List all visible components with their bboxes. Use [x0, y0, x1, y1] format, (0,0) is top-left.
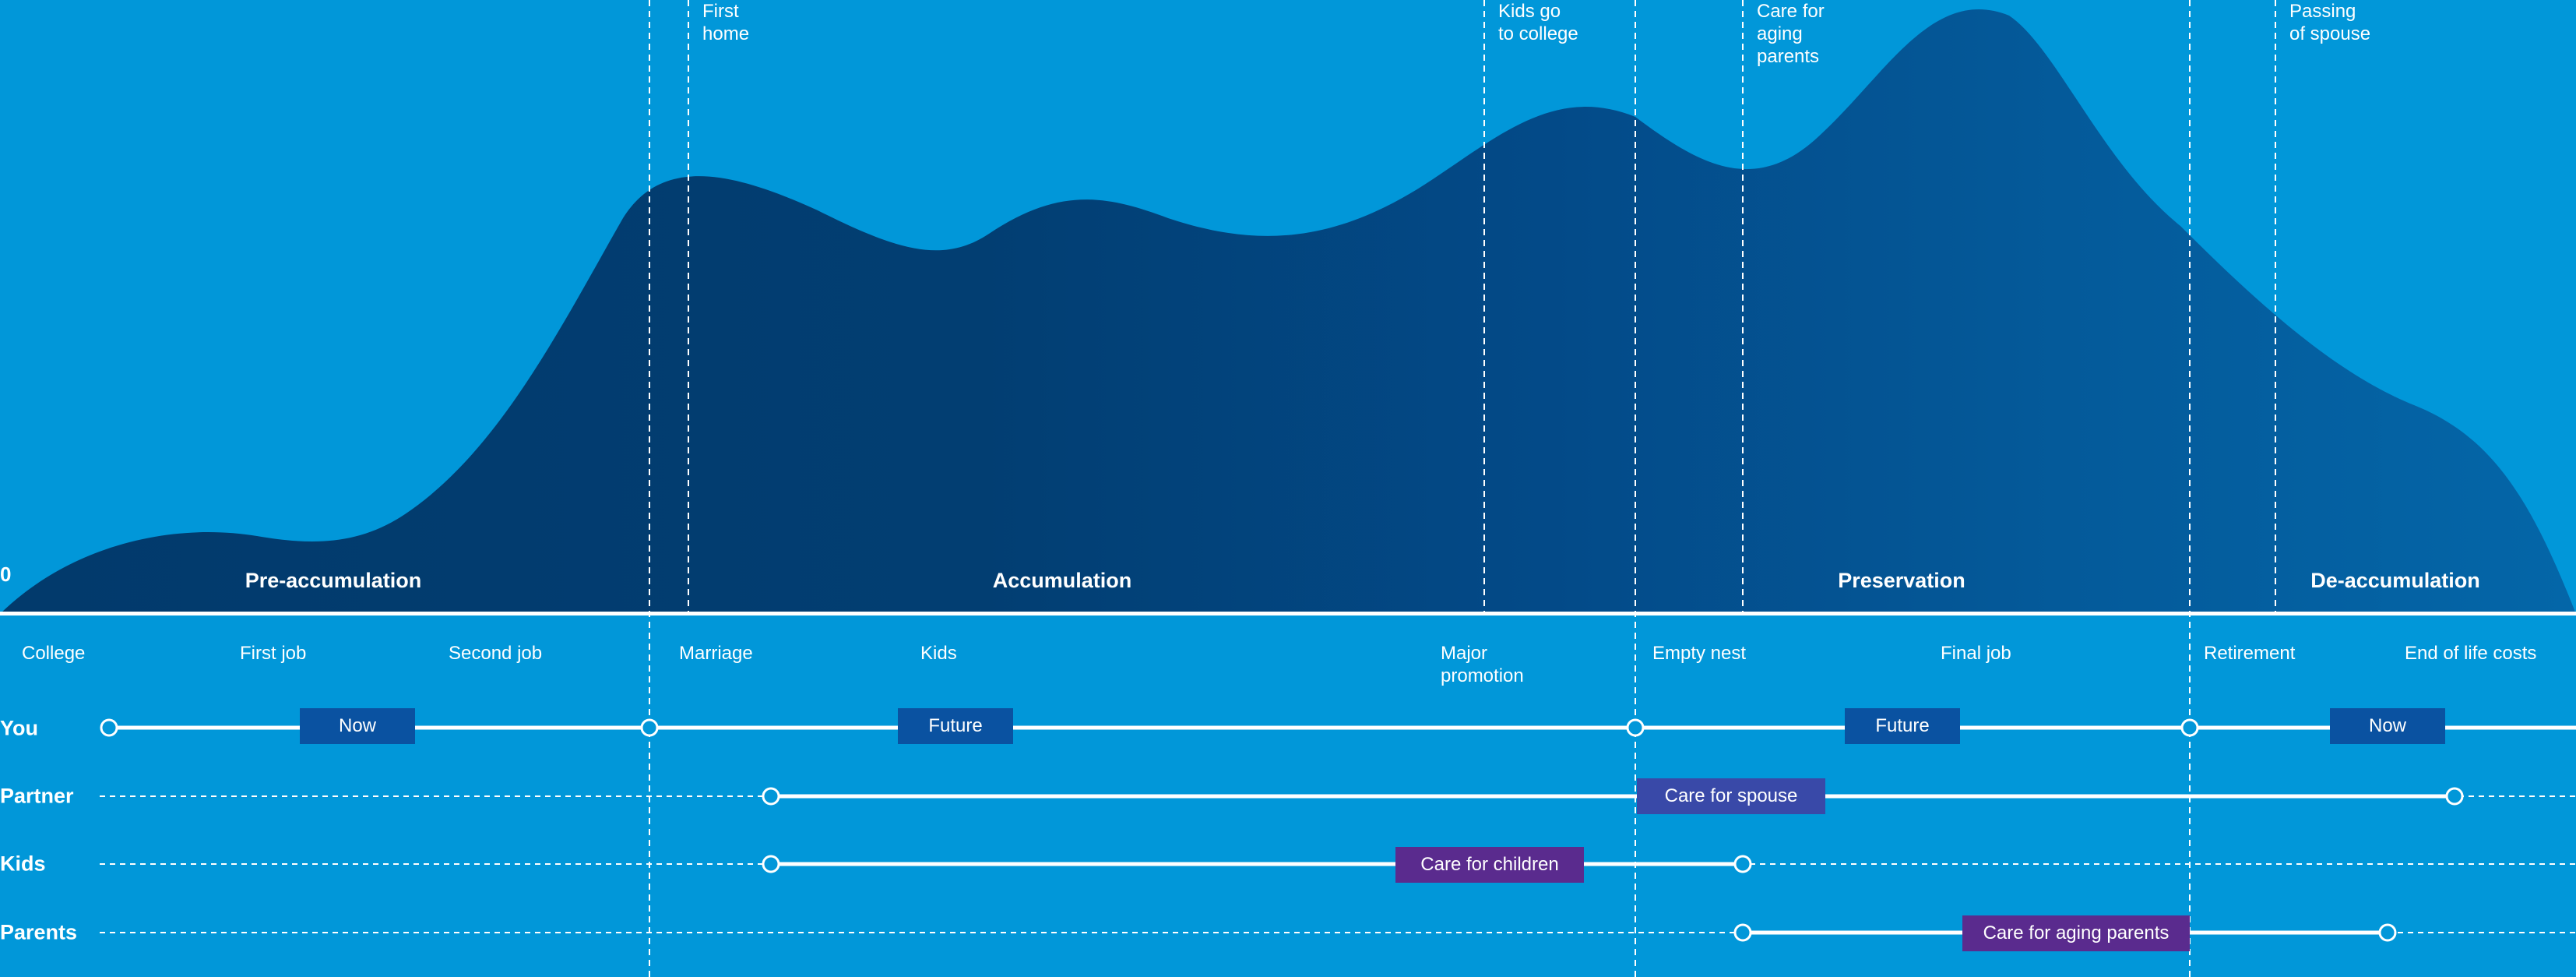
- parents-marker-end: [2378, 923, 2397, 942]
- kids-marker-end: [1733, 855, 1752, 873]
- you-marker-start: [100, 718, 118, 737]
- row-markers: [100, 718, 2464, 942]
- milestone-empty-nest: Empty nest: [1652, 643, 1747, 664]
- baseline: [0, 612, 2576, 615]
- phase-de-accumulation: De-accumulation: [2310, 569, 2480, 592]
- row-label-kids: Kids: [0, 852, 46, 876]
- tag-kids-care-children: Care for children: [1395, 847, 1584, 883]
- tag-you-future-2: Future: [1845, 708, 1960, 744]
- milestone-marriage: Marriage: [679, 643, 753, 664]
- wealth-area: [0, 9, 2576, 615]
- row-solid-lines: [109, 725, 2576, 935]
- vertical-guides: [649, 0, 2276, 977]
- kids-marker-start: [762, 855, 780, 873]
- partner-marker-end: [2445, 787, 2464, 806]
- milestone-major-promotion: Major promotion: [1441, 643, 1524, 686]
- parents-marker-start: [1733, 923, 1752, 942]
- you-marker-marriage: [640, 718, 659, 737]
- row-label-parents: Parents: [0, 920, 78, 944]
- event-passing-spouse: Passing of spouse: [2289, 1, 2371, 44]
- row-label-you: You: [0, 716, 38, 740]
- milestone-first-job: First job: [240, 643, 307, 664]
- event-kids-college: Kids go to college: [1498, 1, 1578, 44]
- milestone-kids: Kids: [920, 643, 957, 664]
- event-care-aging: Care for aging parents: [1757, 1, 1825, 67]
- you-marker-empty-nest: [1626, 718, 1645, 737]
- milestone-second-job: Second job: [449, 643, 543, 664]
- axis-zero-label: 0: [0, 563, 12, 586]
- milestone-college: College: [22, 643, 86, 664]
- row-label-partner: Partner: [0, 784, 74, 808]
- tag-parents-care-aging: Care for aging parents: [1962, 915, 2190, 951]
- tag-you-now-2: Now: [2330, 708, 2445, 744]
- tag-you-future-1: Future: [898, 708, 1013, 744]
- phase-preservation: Preservation: [1838, 569, 1965, 592]
- milestone-final-job: Final job: [1941, 643, 2011, 664]
- you-marker-retirement: [2180, 718, 2199, 737]
- milestone-retirement: Retirement: [2204, 643, 2296, 664]
- partner-marker-start: [762, 787, 780, 806]
- tag-partner-care-spouse: Care for spouse: [1637, 778, 1825, 814]
- tag-you-now-1: Now: [300, 708, 415, 744]
- event-first-home: First home: [702, 1, 750, 44]
- milestone-end-of-life: End of life costs: [2405, 643, 2537, 664]
- phase-pre-accumulation: Pre-accumulation: [245, 569, 422, 592]
- phase-accumulation: Accumulation: [992, 569, 1132, 592]
